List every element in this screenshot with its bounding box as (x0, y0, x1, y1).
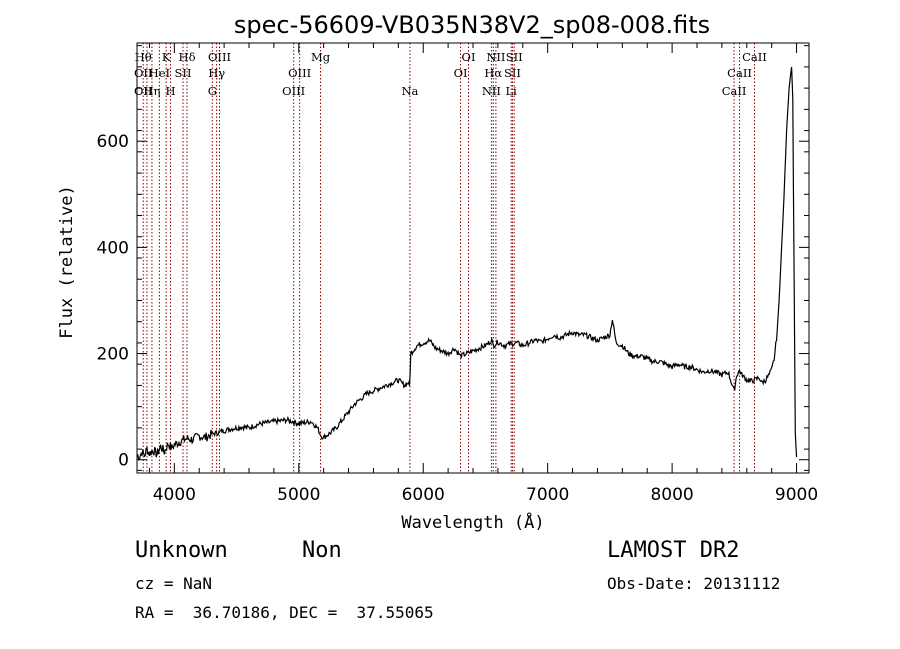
subclass-label: Non (302, 538, 342, 563)
line-marker-label: HeI (149, 66, 170, 80)
emission-line-labels: HθOIIOIIHηHeIKHSIIHδGHγOIIIOIIIOIIIMgNaO… (134, 50, 767, 98)
x-tick-label: 6000 (402, 485, 445, 505)
line-marker-label: OI (462, 50, 476, 64)
redshift-text: cz = NaN (135, 574, 213, 593)
y-tick-label: 200 (97, 345, 129, 365)
line-marker-label: Mg (311, 50, 331, 64)
line-marker-label: CaII (742, 50, 767, 64)
line-marker-label: OIII (282, 84, 305, 98)
line-marker-label: CaII (722, 84, 747, 98)
line-marker-label: Hθ (135, 50, 152, 64)
line-marker-label: OII (134, 84, 153, 98)
y-tick-label: 0 (118, 451, 129, 471)
line-marker-label: OIII (208, 50, 231, 64)
x-tick-label: 7000 (526, 485, 569, 505)
line-marker-label: SII (506, 50, 523, 64)
line-marker-label: G (208, 84, 217, 98)
emission-line-markers (142, 43, 755, 473)
line-marker-label: NII (482, 84, 501, 98)
line-marker-label: OI (454, 66, 468, 80)
x-tick-label: 5000 (277, 485, 320, 505)
obs-date-text: Obs-Date: 20131112 (607, 574, 781, 593)
x-tick-label: 8000 (650, 485, 693, 505)
x-tick-label: 4000 (153, 485, 196, 505)
line-marker-label: Hδ (179, 50, 196, 64)
line-marker-label: H (165, 84, 175, 98)
x-tick-label: 9000 (775, 485, 818, 505)
line-marker-label: NII (486, 50, 505, 64)
line-marker-label: SII (504, 66, 521, 80)
line-marker-label: Li (506, 84, 518, 98)
line-marker-label: CaII (727, 66, 752, 80)
survey-label: LAMOST DR2 (607, 538, 740, 563)
line-marker-label: Hγ (208, 66, 225, 80)
line-marker-label: SII (175, 66, 192, 80)
y-tick-label: 600 (97, 132, 129, 152)
y-tick-label: 400 (97, 238, 129, 258)
line-marker-label: OII (134, 66, 153, 80)
chart-title: spec-56609-VB035N38V2_sp08-008.fits (234, 11, 710, 39)
line-marker-label: Hα (484, 66, 502, 80)
x-axis-label: Wavelength (Å) (401, 511, 544, 533)
coordinates-text: RA = 36.70186, DEC = 37.55065 (135, 603, 434, 622)
y-axis-label: Flux (relative) (57, 185, 77, 339)
x-axis: 4000 5000 6000 7000 8000 9000 (148, 43, 818, 505)
y-axis: 0 200 400 600 (97, 45, 809, 471)
class-label: Unknown (135, 538, 228, 563)
line-marker-label: Na (401, 84, 418, 98)
spectrum-line (136, 66, 798, 461)
line-marker-label: K (162, 50, 171, 64)
line-marker-label: OIII (288, 66, 311, 80)
line-marker-label: Hη (143, 84, 160, 98)
plot-frame (136, 42, 810, 474)
